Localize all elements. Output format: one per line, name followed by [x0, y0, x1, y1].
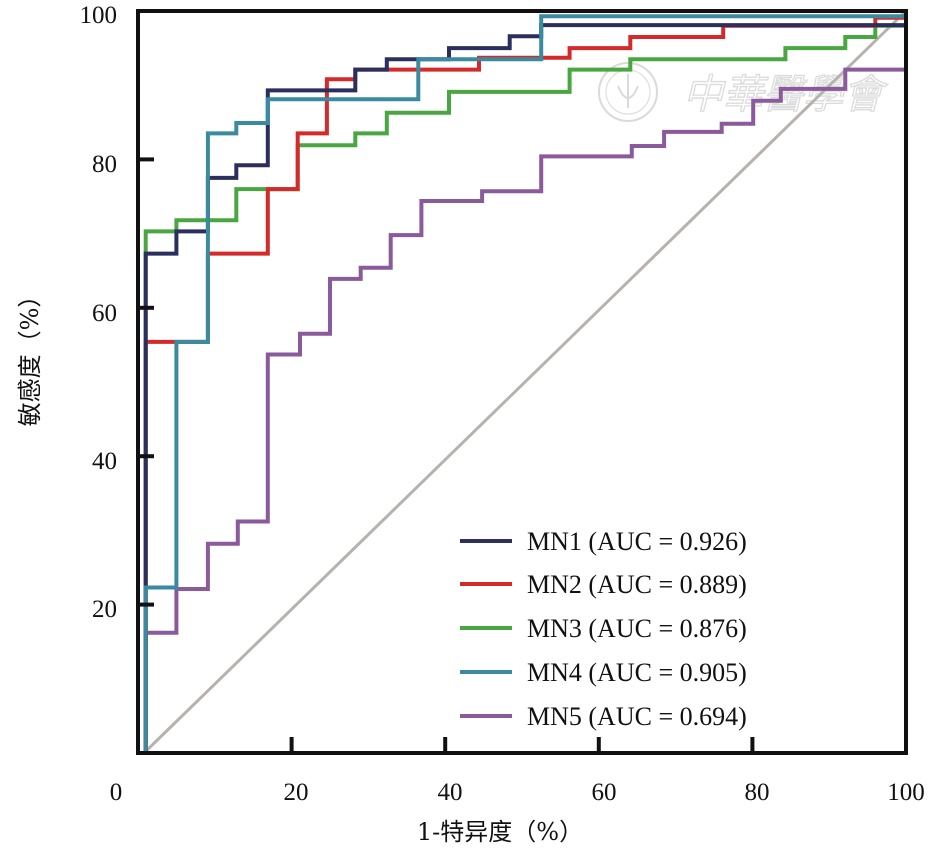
legend-label: MN2 (AUC = 0.889): [527, 570, 747, 599]
y-tick-label: 20: [92, 596, 117, 623]
plot-frame: [136, 9, 908, 755]
watermark-text: 中華醫學會: [683, 72, 888, 118]
reference-diagonal-line: [142, 9, 908, 755]
legend-item: MN3 (AUC = 0.876): [460, 614, 747, 643]
series-line-mn4: [143, 14, 906, 753]
series-line-mn5: [143, 67, 906, 753]
series-line-mn2: [143, 15, 906, 753]
x-tick-label: 20: [284, 779, 309, 806]
series-line-mn3: [143, 23, 906, 753]
x-axis-title: 1-特异度（%）: [417, 818, 583, 846]
y-axis-tick-labels: 20 40 60 80 100: [80, 2, 118, 623]
series-layer: [143, 14, 906, 753]
legend-label: MN1 (AUC = 0.926): [527, 527, 747, 556]
y-tick-label: 40: [92, 448, 117, 475]
watermark-seal-icon: [598, 62, 658, 122]
legend-item: MN5 (AUC = 0.694): [460, 702, 747, 731]
watermark: 中華醫學會: [598, 62, 889, 122]
y-tick-label: 80: [92, 151, 117, 178]
x-axis-ticks: [289, 737, 755, 753]
x-tick-label: 100: [887, 779, 925, 806]
x-tick-label: 0: [110, 779, 123, 806]
legend-label: MN5 (AUC = 0.694): [527, 702, 747, 731]
y-tick-label: 100: [80, 2, 118, 29]
y-axis-title: 敏感度（%）: [16, 284, 44, 427]
legend-item: MN2 (AUC = 0.889): [460, 570, 747, 599]
x-tick-label: 80: [745, 779, 770, 806]
y-axis-ticks: [138, 157, 154, 607]
x-axis-tick-labels: 0 20 40 60 80 100: [110, 779, 925, 806]
legend-label: MN3 (AUC = 0.876): [527, 614, 747, 643]
series-line-mn1: [143, 23, 906, 753]
x-tick-label: 60: [592, 779, 617, 806]
legend-item: MN1 (AUC = 0.926): [460, 527, 747, 556]
legend-label: MN4 (AUC = 0.905): [527, 658, 747, 687]
legend: MN1 (AUC = 0.926) MN2 (AUC = 0.889) MN3 …: [460, 527, 747, 731]
legend-item: MN4 (AUC = 0.905): [460, 658, 747, 687]
x-tick-label: 40: [438, 779, 463, 806]
y-tick-label: 60: [92, 300, 117, 327]
